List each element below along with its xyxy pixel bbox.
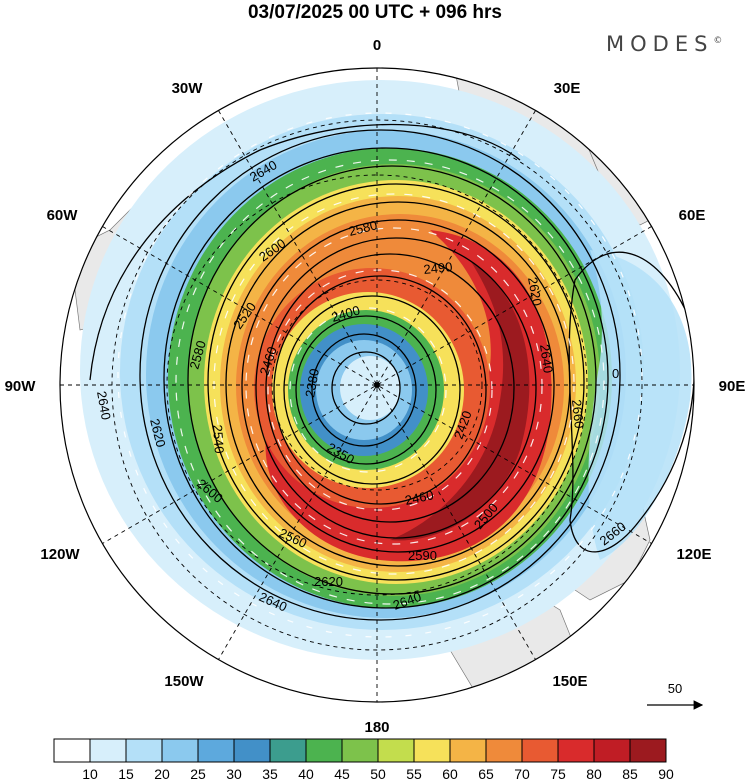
south-pole-marker [374,382,380,388]
colorbar-tick-label: 35 [262,766,278,782]
colorbar-swatch [125,738,163,763]
contour-label: 2640 [537,343,556,374]
lon-label-150e: 150E [552,673,587,690]
colorbar-swatch [341,738,379,763]
colorbar-tick-label: 90 [658,766,674,782]
colorbar-tick-label: 60 [442,766,458,782]
height-contours [89,123,694,621]
colorbar-tick-label: 10 [82,766,98,782]
contour-label: 2590 [408,548,437,563]
colorbar-tick-label: 20 [154,766,170,782]
colorbar-swatch [557,738,595,763]
lon-label-30e: 30E [554,80,581,97]
colorbar-tick-label: 65 [478,766,494,782]
colorbar-swatch [197,738,235,763]
colorbar-swatch [233,738,271,763]
wind-streamlines [117,112,643,638]
colorbar-swatch [53,738,91,763]
contour-label: 0 [612,366,619,381]
colorbar-swatch [521,738,559,763]
colorbar-swatch [593,738,631,763]
contour-label: 2620 [314,574,343,589]
longitude-labels: 0 30E 60E 90E 120E 150E 180 150W 120W 90… [5,37,746,736]
modes-logo: MODES© [606,32,723,56]
colorbar: 10 15 20 25 30 35 40 45 50 55 60 65 70 75 80 85 90 [53,738,674,782]
colorbar-tick-label: 45 [334,766,350,782]
lon-label-120w: 120W [40,546,80,563]
colorbar-swatch [413,738,451,763]
contour-label: 2540 [210,424,227,454]
contour-label: 2490 [423,259,453,277]
map-border [59,67,695,703]
colorbar-tick-label: 80 [586,766,602,782]
colorbar-tick-label: 85 [622,766,638,782]
contour-label: 2380 [302,367,322,398]
graticule [60,68,694,702]
contour-label: 2640 [94,390,114,421]
colorbar-tick-label: 55 [406,766,422,782]
lon-label-60w: 60W [47,207,79,224]
contour-label: 2620 [525,276,545,307]
reference-vector: 50 [647,681,704,710]
reference-vector-label: 50 [668,681,682,696]
map-title: 03/07/2025 00 UTC + 096 hrs [247,2,503,23]
map-disc [60,68,694,702]
lon-label-180: 180 [364,719,389,736]
colorbar-swatch [269,738,307,763]
colorbar-tick-label: 15 [118,766,134,782]
colorbar-swatch [377,738,415,763]
colorbar-swatch [89,738,127,763]
contour-label: 2620 [147,417,169,449]
colorbar-tick-label: 25 [190,766,206,782]
lon-label-90w: 90W [5,378,37,395]
contour-label: 2580 [347,217,379,239]
colorbar-tick-label: 70 [514,766,530,782]
contour-label: 2660 [569,399,587,429]
colorbar-swatch [629,738,667,763]
lon-label-0: 0 [373,37,381,54]
lon-label-120e: 120E [676,546,711,563]
lon-label-30w: 30W [172,80,204,97]
colorbar-tick-label: 40 [298,766,314,782]
colorbar-swatch [449,738,487,763]
colorbar-tick-label: 50 [370,766,386,782]
lon-label-150w: 150W [164,673,204,690]
lon-label-90e: 90E [719,378,746,395]
lon-label-60e: 60E [679,207,706,224]
colorbar-swatch [305,738,343,763]
contour-label: 2460 [404,487,435,508]
colorbar-tick-label: 75 [550,766,566,782]
colorbar-tick-label: 30 [226,766,242,782]
colorbar-swatch [161,738,199,763]
colorbar-swatch [485,738,523,763]
